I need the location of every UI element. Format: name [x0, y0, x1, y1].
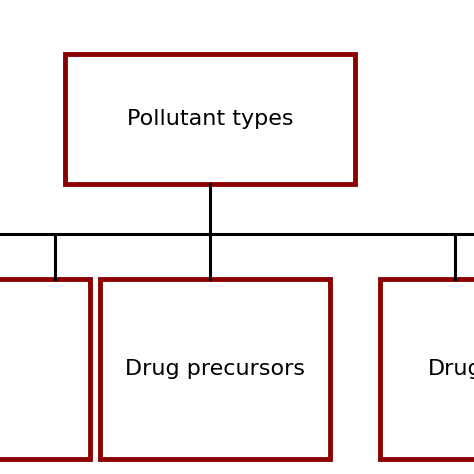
- Bar: [380, 279, 474, 459]
- Bar: [65, 54, 355, 184]
- Text: Pollutant types: Pollutant types: [127, 109, 293, 129]
- Text: Drug precursors: Drug precursors: [125, 359, 305, 379]
- Text: Drug: Drug: [428, 359, 474, 379]
- Bar: [100, 279, 330, 459]
- Bar: [0, 279, 90, 459]
